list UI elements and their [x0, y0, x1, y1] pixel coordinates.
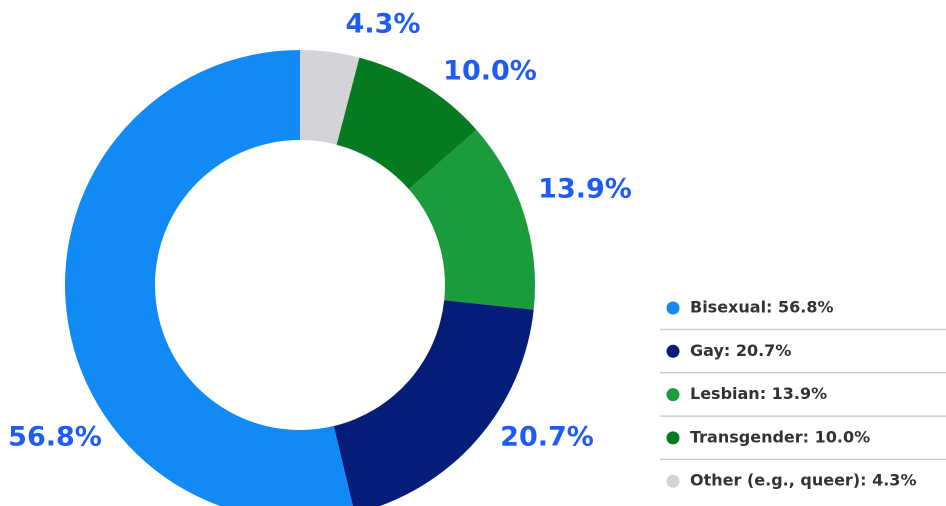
data-label: 4.3% [346, 9, 421, 40]
data-label: 13.9% [538, 174, 632, 205]
legend-marker [666, 301, 680, 315]
legend-marker [666, 431, 680, 445]
data-label: 56.8% [8, 422, 102, 453]
legend-label: Other (e.g., queer): 4.3% [690, 471, 916, 490]
donut-slice [336, 57, 477, 190]
donut-slice [65, 50, 353, 506]
donut-slice [408, 129, 535, 310]
data-label: 10.0% [443, 56, 537, 87]
legend-marker [666, 474, 680, 488]
legend-marker [666, 344, 680, 358]
donut-slice [333, 300, 534, 506]
legend-label: Gay: 20.7% [690, 341, 791, 360]
donut-slice [300, 50, 360, 145]
legend-label: Bisexual: 56.8% [690, 298, 834, 317]
legend-marker [666, 388, 680, 402]
legend-label: Lesbian: 13.9% [690, 384, 827, 403]
legend-label: Transgender: 10.0% [690, 427, 870, 446]
data-label: 20.7% [500, 422, 594, 453]
